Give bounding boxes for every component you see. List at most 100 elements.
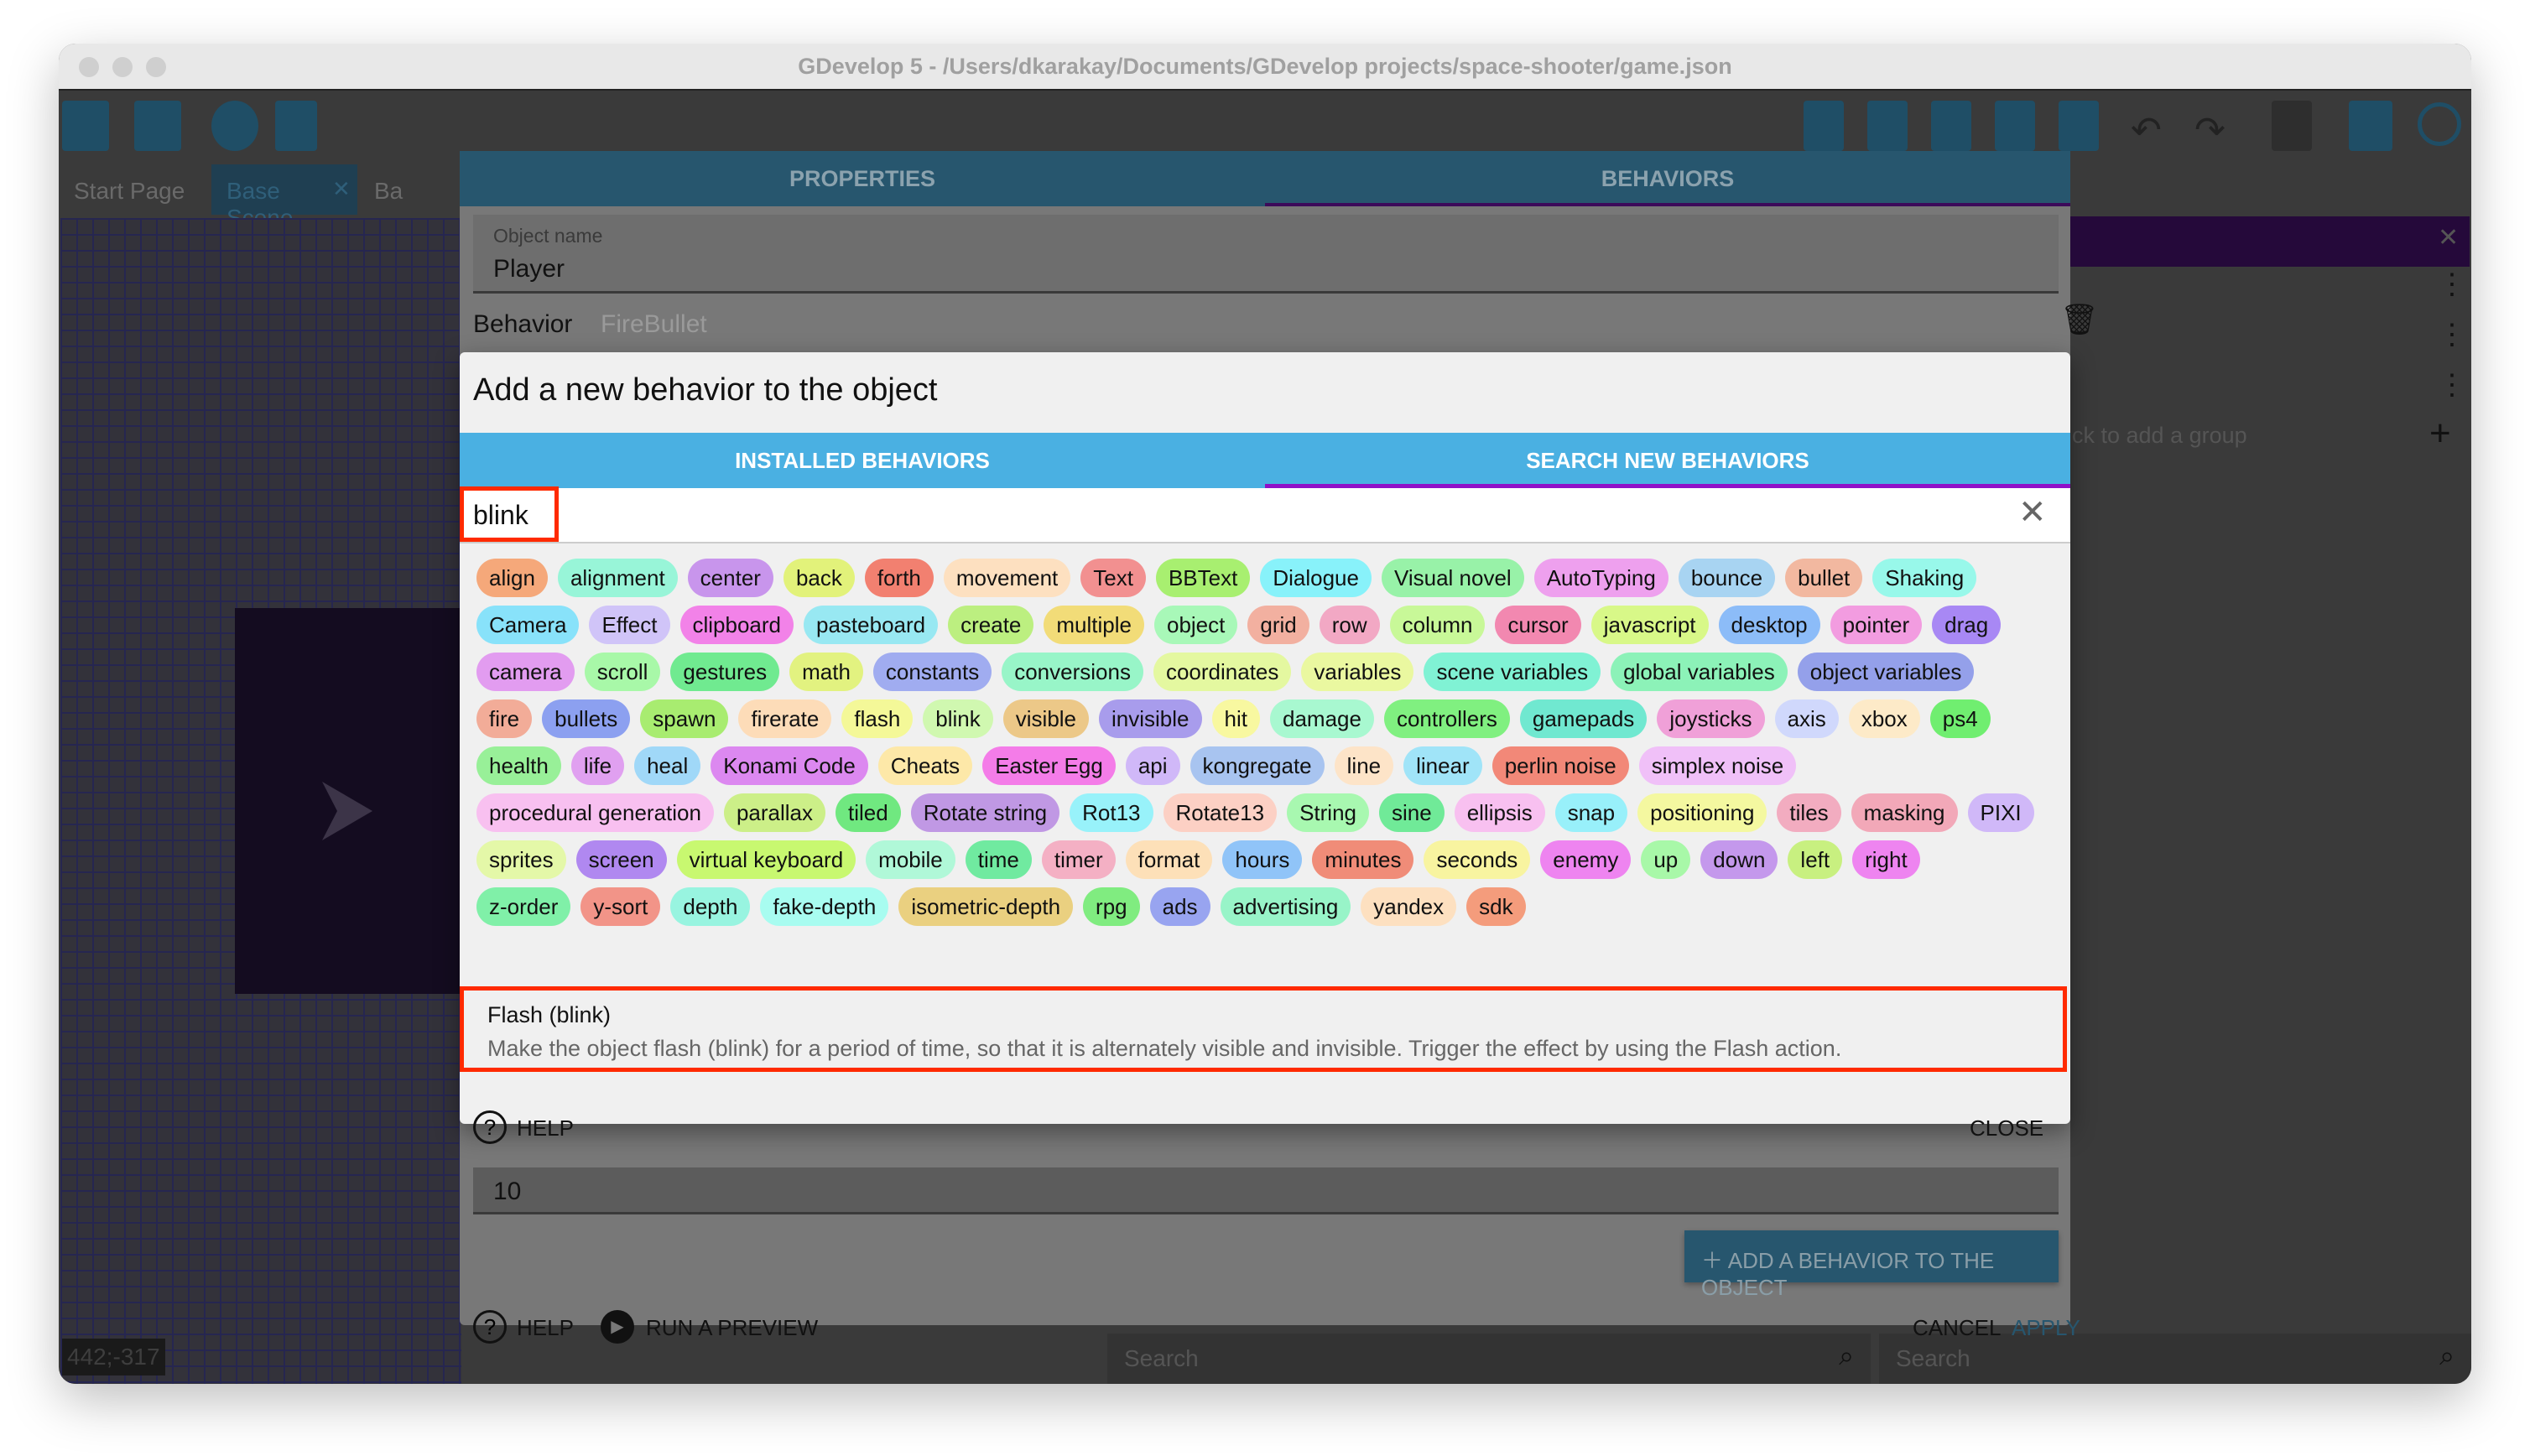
tag-chip[interactable]: heal bbox=[634, 746, 701, 785]
tag-chip[interactable]: seconds bbox=[1424, 840, 1531, 879]
tag-chip[interactable]: pasteboard bbox=[804, 606, 939, 644]
tag-chip[interactable]: hours bbox=[1222, 840, 1303, 879]
tag-chip[interactable]: PIXI bbox=[1967, 793, 2034, 832]
add-group-hint[interactable]: ck to add a group bbox=[2072, 423, 2247, 448]
tag-chip[interactable]: sprites bbox=[476, 840, 566, 879]
object-name-field[interactable]: Object name Player bbox=[473, 215, 2059, 294]
tag-chip[interactable]: down bbox=[1700, 840, 1778, 879]
tag-chip[interactable]: right bbox=[1852, 840, 1920, 879]
tab-properties[interactable]: PROPERTIES bbox=[789, 166, 936, 191]
tag-chip[interactable]: format bbox=[1125, 840, 1213, 879]
tag-chip[interactable]: z-order bbox=[476, 887, 571, 926]
tag-chip[interactable]: visible bbox=[1002, 699, 1090, 738]
tag-chip[interactable]: BBText bbox=[1155, 559, 1251, 597]
project-manager-icon[interactable] bbox=[62, 101, 109, 151]
close-button[interactable]: CLOSE bbox=[1970, 1115, 2044, 1141]
search-input[interactable]: Search ⌕ bbox=[1107, 1334, 1871, 1384]
tag-chip[interactable]: movement bbox=[943, 559, 1071, 597]
tag-chip[interactable]: Shaking bbox=[1872, 559, 1977, 597]
zoom-reset-icon[interactable] bbox=[2418, 102, 2461, 146]
tag-chip[interactable]: minutes bbox=[1312, 840, 1414, 879]
tag-chip[interactable]: Visual novel bbox=[1381, 559, 1524, 597]
tag-chip[interactable]: object variables bbox=[1797, 653, 1975, 691]
tag-chip[interactable]: drag bbox=[1932, 606, 2002, 644]
tag-chip[interactable]: ellipsis bbox=[1454, 793, 1545, 832]
tag-chip[interactable]: spawn bbox=[640, 699, 729, 738]
run-preview-button[interactable]: RUN A PREVIEW bbox=[646, 1315, 819, 1340]
tag-chip[interactable]: line bbox=[1334, 746, 1394, 785]
tag-chip[interactable]: conversions bbox=[1002, 653, 1143, 691]
tag-chip[interactable]: positioning bbox=[1637, 793, 1767, 832]
tag-chip[interactable]: constants bbox=[872, 653, 992, 691]
tag-chip[interactable]: depth bbox=[670, 887, 751, 926]
tag-chip[interactable]: Dialogue bbox=[1260, 559, 1372, 597]
tag-chip[interactable]: coordinates bbox=[1153, 653, 1292, 691]
help-button[interactable]: HELP bbox=[517, 1115, 574, 1141]
cancel-button[interactable]: CANCEL bbox=[1913, 1315, 2002, 1340]
tag-chip[interactable]: Rotate string bbox=[910, 793, 1060, 832]
instances-list-icon[interactable] bbox=[1995, 101, 2035, 151]
tag-chip[interactable]: global variables bbox=[1611, 653, 1788, 691]
tag-chip[interactable]: rpg bbox=[1083, 887, 1140, 926]
tag-chip[interactable]: AutoTyping bbox=[1533, 559, 1668, 597]
tag-chip[interactable]: up bbox=[1641, 840, 1691, 879]
tag-chip[interactable]: math bbox=[789, 653, 863, 691]
tag-chip[interactable]: Effect bbox=[589, 606, 670, 644]
tag-chip[interactable]: bounce bbox=[1678, 559, 1776, 597]
tag-chip[interactable]: firerate bbox=[738, 699, 832, 738]
tag-chip[interactable]: left bbox=[1788, 840, 1843, 879]
tag-chip[interactable]: screen bbox=[575, 840, 667, 879]
properties-icon[interactable] bbox=[1931, 101, 1971, 151]
tag-chip[interactable]: create bbox=[948, 606, 1034, 644]
layers-icon[interactable] bbox=[2059, 101, 2099, 151]
more-icon[interactable]: ⋮ bbox=[2438, 268, 2466, 300]
tag-chip[interactable]: Cheats bbox=[877, 746, 973, 785]
grid-icon[interactable] bbox=[2349, 101, 2392, 151]
tag-chip[interactable]: desktop bbox=[1718, 606, 1820, 644]
tag-chip[interactable]: parallax bbox=[723, 793, 826, 832]
tag-chip[interactable]: virtual keyboard bbox=[676, 840, 856, 879]
tag-chip[interactable]: linear bbox=[1403, 746, 1482, 785]
object-groups-icon[interactable] bbox=[1867, 101, 1908, 151]
close-tab-icon[interactable]: ✕ bbox=[332, 176, 351, 201]
tag-chip[interactable]: isometric-depth bbox=[898, 887, 1074, 926]
help-button[interactable]: HELP bbox=[517, 1315, 574, 1340]
tag-chip[interactable]: yandex bbox=[1361, 887, 1457, 926]
tag-chip[interactable]: Easter Egg bbox=[982, 746, 1116, 785]
tab-behaviors[interactable]: BEHAVIORS bbox=[1265, 151, 2070, 206]
tag-chip[interactable]: camera bbox=[476, 653, 575, 691]
tag-chip[interactable]: flash bbox=[841, 699, 914, 738]
tag-chip[interactable]: timer bbox=[1041, 840, 1116, 879]
tag-chip[interactable]: javascript bbox=[1590, 606, 1709, 644]
tag-chip[interactable]: joysticks bbox=[1657, 699, 1765, 738]
tag-chip[interactable]: fake-depth bbox=[760, 887, 889, 926]
tag-chip[interactable]: hit bbox=[1211, 699, 1260, 738]
tag-chip[interactable]: bullet bbox=[1785, 559, 1863, 597]
tag-chip[interactable]: scene variables bbox=[1424, 653, 1601, 691]
tag-chip[interactable]: axis bbox=[1774, 699, 1839, 738]
number-field[interactable]: 10 bbox=[473, 1167, 2059, 1214]
tag-chip[interactable]: life bbox=[570, 746, 625, 785]
search-behaviors-input[interactable]: blink ✕ bbox=[460, 488, 2070, 543]
redo-icon[interactable]: ↷ bbox=[2194, 110, 2225, 151]
tag-chip[interactable]: alignment bbox=[557, 559, 678, 597]
close-panel-icon[interactable]: ✕ bbox=[2438, 224, 2460, 252]
tag-chip[interactable]: gamepads bbox=[1519, 699, 1648, 738]
tag-chip[interactable]: api bbox=[1125, 746, 1180, 785]
tag-chip[interactable]: masking bbox=[1851, 793, 1958, 832]
delete-icon[interactable] bbox=[2272, 101, 2312, 151]
tag-chip[interactable]: pointer bbox=[1830, 606, 1923, 644]
tag-chip[interactable]: xbox bbox=[1848, 699, 1920, 738]
tag-chip[interactable]: sine bbox=[1378, 793, 1445, 832]
tag-chip[interactable]: Konami Code bbox=[711, 746, 868, 785]
behavior-name[interactable]: FireBullet bbox=[601, 310, 707, 338]
more-icon[interactable]: ⋮ bbox=[2438, 369, 2466, 401]
tag-chip[interactable]: column bbox=[1389, 606, 1486, 644]
tab-start-page[interactable]: Start Page bbox=[74, 178, 185, 204]
objects-icon[interactable] bbox=[1804, 101, 1844, 151]
close-window-button[interactable] bbox=[79, 57, 99, 77]
tag-chip[interactable]: time bbox=[965, 840, 1032, 879]
tag-chip[interactable]: damage bbox=[1269, 699, 1374, 738]
tag-chip[interactable]: ads bbox=[1149, 887, 1210, 926]
tag-chip[interactable]: procedural generation bbox=[476, 793, 714, 832]
